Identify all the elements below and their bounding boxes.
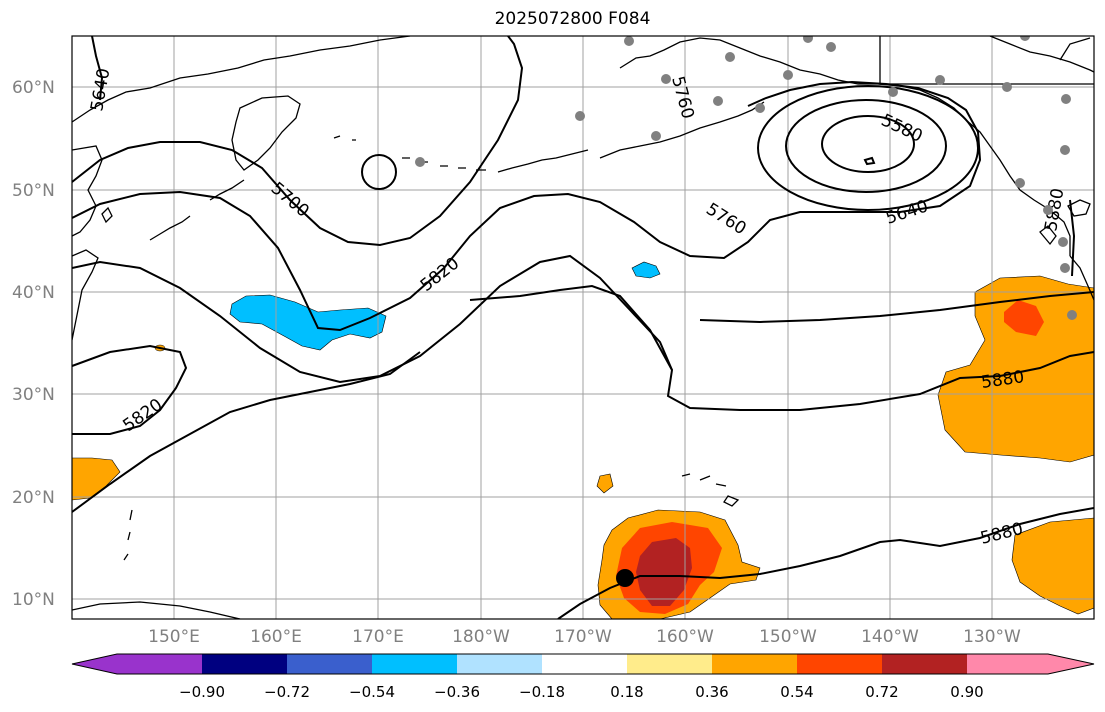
station-marker [651, 131, 661, 141]
lon-label: 160°W [656, 627, 714, 647]
lon-label: 180°W [452, 627, 510, 647]
negative-anomaly-region [229, 294, 387, 351]
colorbar-swatch [712, 654, 798, 674]
colorbar: −0.90 −0.72 −0.54 −0.36 −0.18 0.18 0.36 … [71, 653, 1095, 701]
colorbar-outline [71, 653, 1095, 675]
lon-label: 150°W [759, 627, 817, 647]
station-marker [1015, 178, 1025, 188]
colorbar-swatch [882, 654, 968, 674]
colorbar-swatch [287, 654, 373, 674]
colorbar-swatch [797, 654, 883, 674]
colorbar-tick-label: −0.90 [179, 683, 225, 701]
station-marker [1060, 145, 1070, 155]
lon-label: 140°W [861, 627, 919, 647]
station-marker [713, 96, 723, 106]
colorbar-tick-labels: −0.90 −0.72 −0.54 −0.36 −0.18 0.18 0.36 … [179, 683, 984, 701]
positive-anomaly-region [937, 275, 1094, 463]
station-marker [755, 103, 765, 113]
colorbar-tick-label: −0.54 [349, 683, 395, 701]
longitude-labels: 150°E 160°E 170°E 180°W 170°W 160°W 150°… [148, 627, 1021, 647]
positive-anomaly-region [596, 473, 614, 494]
colorbar-tick-label: −0.72 [264, 683, 310, 701]
station-marker [1043, 205, 1053, 215]
station-marker [826, 42, 836, 52]
anomaly-shading [72, 261, 1094, 619]
station-marker [1002, 82, 1012, 92]
colorbar-tick-label: 0.90 [950, 683, 983, 701]
colorbar-tick-label: 0.18 [610, 683, 643, 701]
colorbar-max-arrow [1048, 654, 1094, 674]
colorbar-swatch [457, 654, 543, 674]
colorbar-swatch [627, 654, 713, 674]
lat-label: 10°N [12, 590, 55, 610]
lat-label: 30°N [12, 385, 55, 405]
strong-anomaly-patch [1004, 300, 1044, 336]
latitude-labels: 60°N 50°N 40°N 30°N 20°N 10°N [12, 78, 55, 610]
station-marker [1061, 94, 1071, 104]
colorbar-swatch [202, 654, 288, 674]
lat-label: 40°N [12, 283, 55, 303]
positive-anomaly-region [72, 457, 121, 501]
lat-label: 50°N [12, 181, 55, 201]
lat-label: 20°N [12, 488, 55, 508]
station-marker [1060, 263, 1070, 273]
station-marker [1067, 310, 1077, 320]
station-marker [888, 87, 898, 97]
station-marker [415, 157, 425, 167]
colorbar-tick-label: −0.18 [519, 683, 565, 701]
negative-anomaly-region [631, 261, 661, 279]
lon-label: 130°W [963, 627, 1021, 647]
station-marker [624, 36, 634, 46]
map-border [71, 35, 1095, 620]
colorbar-swatch [967, 654, 1049, 674]
lon-label: 160°E [250, 627, 302, 647]
station-marker [1020, 36, 1030, 41]
map-title: 2025072800 F084 [494, 9, 651, 29]
positive-anomaly-region [1011, 517, 1094, 615]
colorbar-tick-label: −0.36 [434, 683, 480, 701]
graticule [72, 36, 1094, 619]
station-marker [661, 74, 671, 84]
colorbar-swatch [542, 654, 628, 674]
colorbar-min-arrow [72, 654, 118, 674]
station-marker [783, 70, 793, 80]
very-strong-anomaly-patch [636, 538, 692, 606]
station-marker [575, 111, 585, 121]
colorbar-swatch [372, 654, 458, 674]
lon-label: 170°E [352, 627, 404, 647]
station-marker [725, 52, 735, 62]
station-marker [1058, 237, 1068, 247]
lon-label: 170°W [554, 627, 612, 647]
station-marker [803, 36, 813, 43]
colorbar-tick-label: 0.54 [780, 683, 813, 701]
lat-label: 60°N [12, 78, 55, 98]
station-marker [935, 75, 945, 85]
station-markers [415, 36, 1077, 320]
colorbar-tick-label: 0.36 [695, 683, 728, 701]
colorbar-swatch [117, 654, 203, 674]
colorbar-tick-label: 0.72 [865, 683, 898, 701]
storm-center-marker [616, 569, 634, 587]
lon-label: 150°E [148, 627, 200, 647]
